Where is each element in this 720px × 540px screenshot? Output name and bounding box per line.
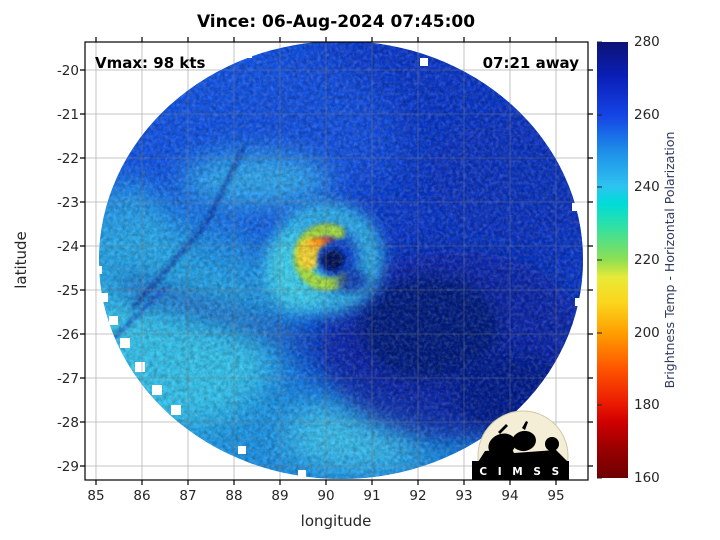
y-axis-right-ticks: [588, 69, 593, 467]
axes-frame: [80, 37, 593, 485]
colorbar-tick-label: 180: [634, 397, 660, 413]
x-tick-label: 85: [87, 488, 104, 504]
x-tick-label: 86: [133, 488, 150, 504]
x-tick-label: 95: [547, 488, 564, 504]
x-tick-labels: 85 86 87 88 89 90 91 92 93 94 95: [87, 488, 564, 504]
colorbar-tick-label: 200: [634, 325, 660, 341]
colorbar: 160 180 200 220 240 260 280 Brightness T…: [597, 34, 677, 486]
colorbar-tick-label: 260: [634, 107, 660, 123]
x-axis-ticks: [95, 480, 557, 485]
x-axis-top-ticks: [95, 37, 557, 42]
colorbar-ticks: [597, 41, 602, 479]
y-tick-label: -27: [57, 371, 79, 387]
cyclone-image: [99, 42, 583, 479]
plot-title: Vince: 06-Aug-2024 07:45:00: [197, 12, 475, 32]
y-tick-label: -29: [57, 459, 79, 475]
colorbar-tick-label: 160: [634, 470, 660, 486]
y-tick-label: -20: [57, 63, 79, 79]
satellite-dish-icon: [512, 430, 536, 452]
y-tick-label: -22: [57, 151, 79, 167]
y-tick-label: -25: [57, 283, 79, 299]
water-tower-icon: [545, 437, 559, 451]
x-tick-label: 88: [225, 488, 242, 504]
y-tick-label: -24: [57, 239, 79, 255]
colorbar-tick-label: 240: [634, 179, 660, 195]
x-tick-label: 91: [363, 488, 380, 504]
x-tick-label: 89: [271, 488, 288, 504]
time-away-annotation: 07:21 away: [483, 54, 580, 72]
colorbar-tick-label: 220: [634, 252, 660, 268]
x-axis-label: longitude: [301, 512, 372, 530]
colorbar-label: Brightness Temp - Horizontal Polarizatio…: [662, 132, 677, 389]
x-tick-label: 94: [501, 488, 518, 504]
cimss-logo: C I M S S: [472, 410, 569, 480]
colorbar-gradient: [597, 42, 628, 478]
vmax-annotation: Vmax: 98 kts: [95, 54, 205, 72]
colorbar-tick-label: 280: [634, 34, 660, 50]
x-tick-label: 92: [409, 488, 426, 504]
grid-lines: [85, 42, 588, 480]
x-tick-label: 93: [455, 488, 472, 504]
cimss-logo-text: C I M S S: [479, 466, 562, 478]
cimss-banner: [472, 461, 569, 480]
cimss-logo-silhouette: [472, 421, 569, 480]
y-tick-label: -21: [57, 107, 79, 123]
y-axis-label: latitude: [12, 231, 30, 289]
y-tick-labels: -20 -21 -22 -23 -24 -25 -26 -27 -28 -29: [57, 63, 79, 475]
y-tick-label: -23: [57, 195, 79, 211]
x-tick-label: 87: [179, 488, 196, 504]
y-tick-label: -26: [57, 327, 79, 343]
x-tick-label: 90: [317, 488, 334, 504]
swath-edge-pixels: [94, 50, 583, 478]
y-tick-label: -28: [57, 415, 79, 431]
y-axis-ticks: [80, 69, 85, 467]
plot-area: [94, 42, 583, 479]
